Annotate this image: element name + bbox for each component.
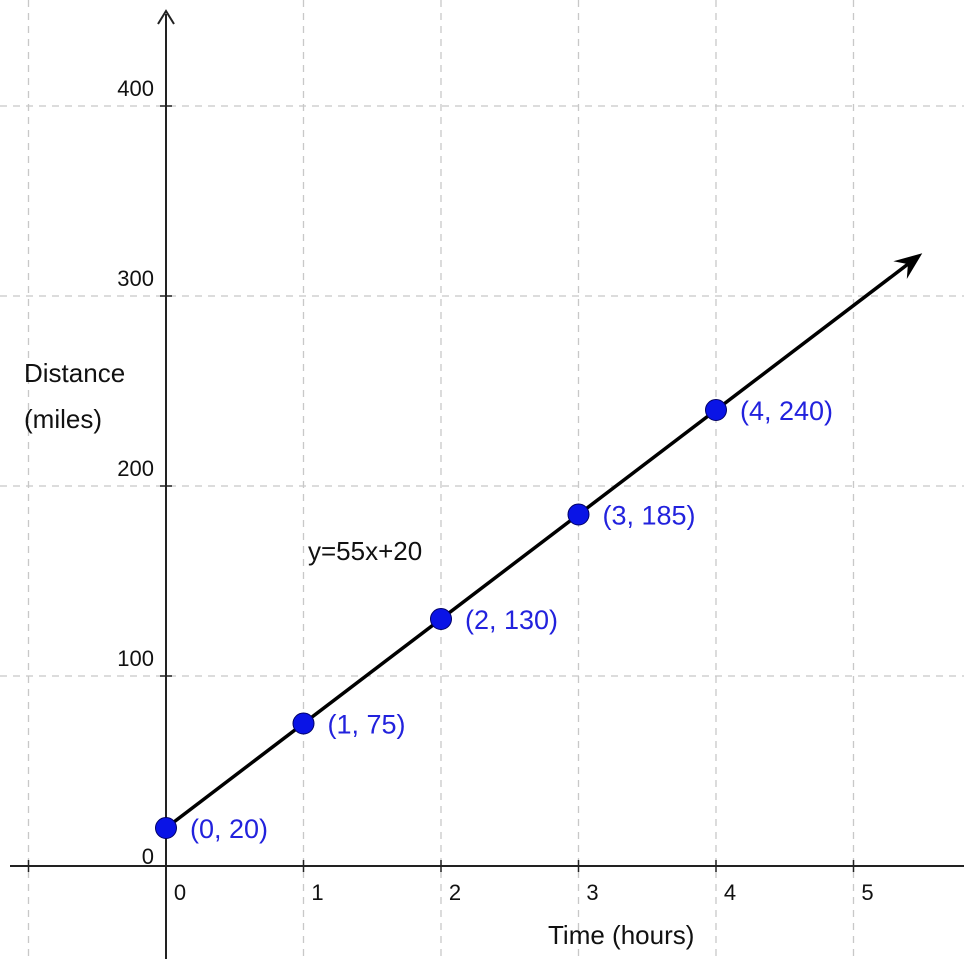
data-point bbox=[430, 608, 452, 630]
y-axis-title-line-1: Distance bbox=[24, 358, 125, 388]
y-tick-label: 200 bbox=[117, 456, 154, 481]
data-point-label: (1, 75) bbox=[328, 710, 406, 740]
axes bbox=[10, 9, 964, 959]
x-tick-label: 3 bbox=[586, 880, 598, 905]
x-tick-label: 1 bbox=[311, 880, 323, 905]
x-tick-label: 4 bbox=[724, 880, 736, 905]
y-tick-label: 300 bbox=[117, 266, 154, 291]
x-axis-title: Time (hours) bbox=[548, 920, 694, 950]
y-tick-label: 0 bbox=[142, 844, 154, 869]
data-point-label: (2, 130) bbox=[465, 605, 558, 635]
series-arrow-head bbox=[893, 253, 923, 279]
data-point bbox=[705, 399, 727, 421]
y-tick-label: 100 bbox=[117, 646, 154, 671]
x-tick-label: 5 bbox=[861, 880, 873, 905]
data-point-label: (4, 240) bbox=[740, 396, 833, 426]
series-line bbox=[164, 253, 923, 830]
x-tick-label: 2 bbox=[449, 880, 461, 905]
y-tick-label: 400 bbox=[117, 76, 154, 101]
tick-labels: 0 1 2 3 4 5 0 100 200 300 400 bbox=[117, 76, 873, 905]
data-point bbox=[567, 503, 590, 526]
data-point bbox=[292, 712, 315, 735]
series-line-segment bbox=[164, 262, 909, 830]
data-points: (0, 20) (1, 75) (2, 130) (3, 185) (4, 240) bbox=[155, 396, 833, 844]
x-tick-label: 0 bbox=[174, 880, 186, 905]
data-point-label: (3, 185) bbox=[603, 501, 696, 531]
y-axis-title-line-2: (miles) bbox=[24, 404, 102, 434]
data-point-label: (0, 20) bbox=[190, 814, 268, 844]
equation-label: y=55x+20 bbox=[308, 536, 422, 566]
data-point bbox=[155, 817, 177, 839]
y-axis-arrow bbox=[157, 9, 175, 25]
